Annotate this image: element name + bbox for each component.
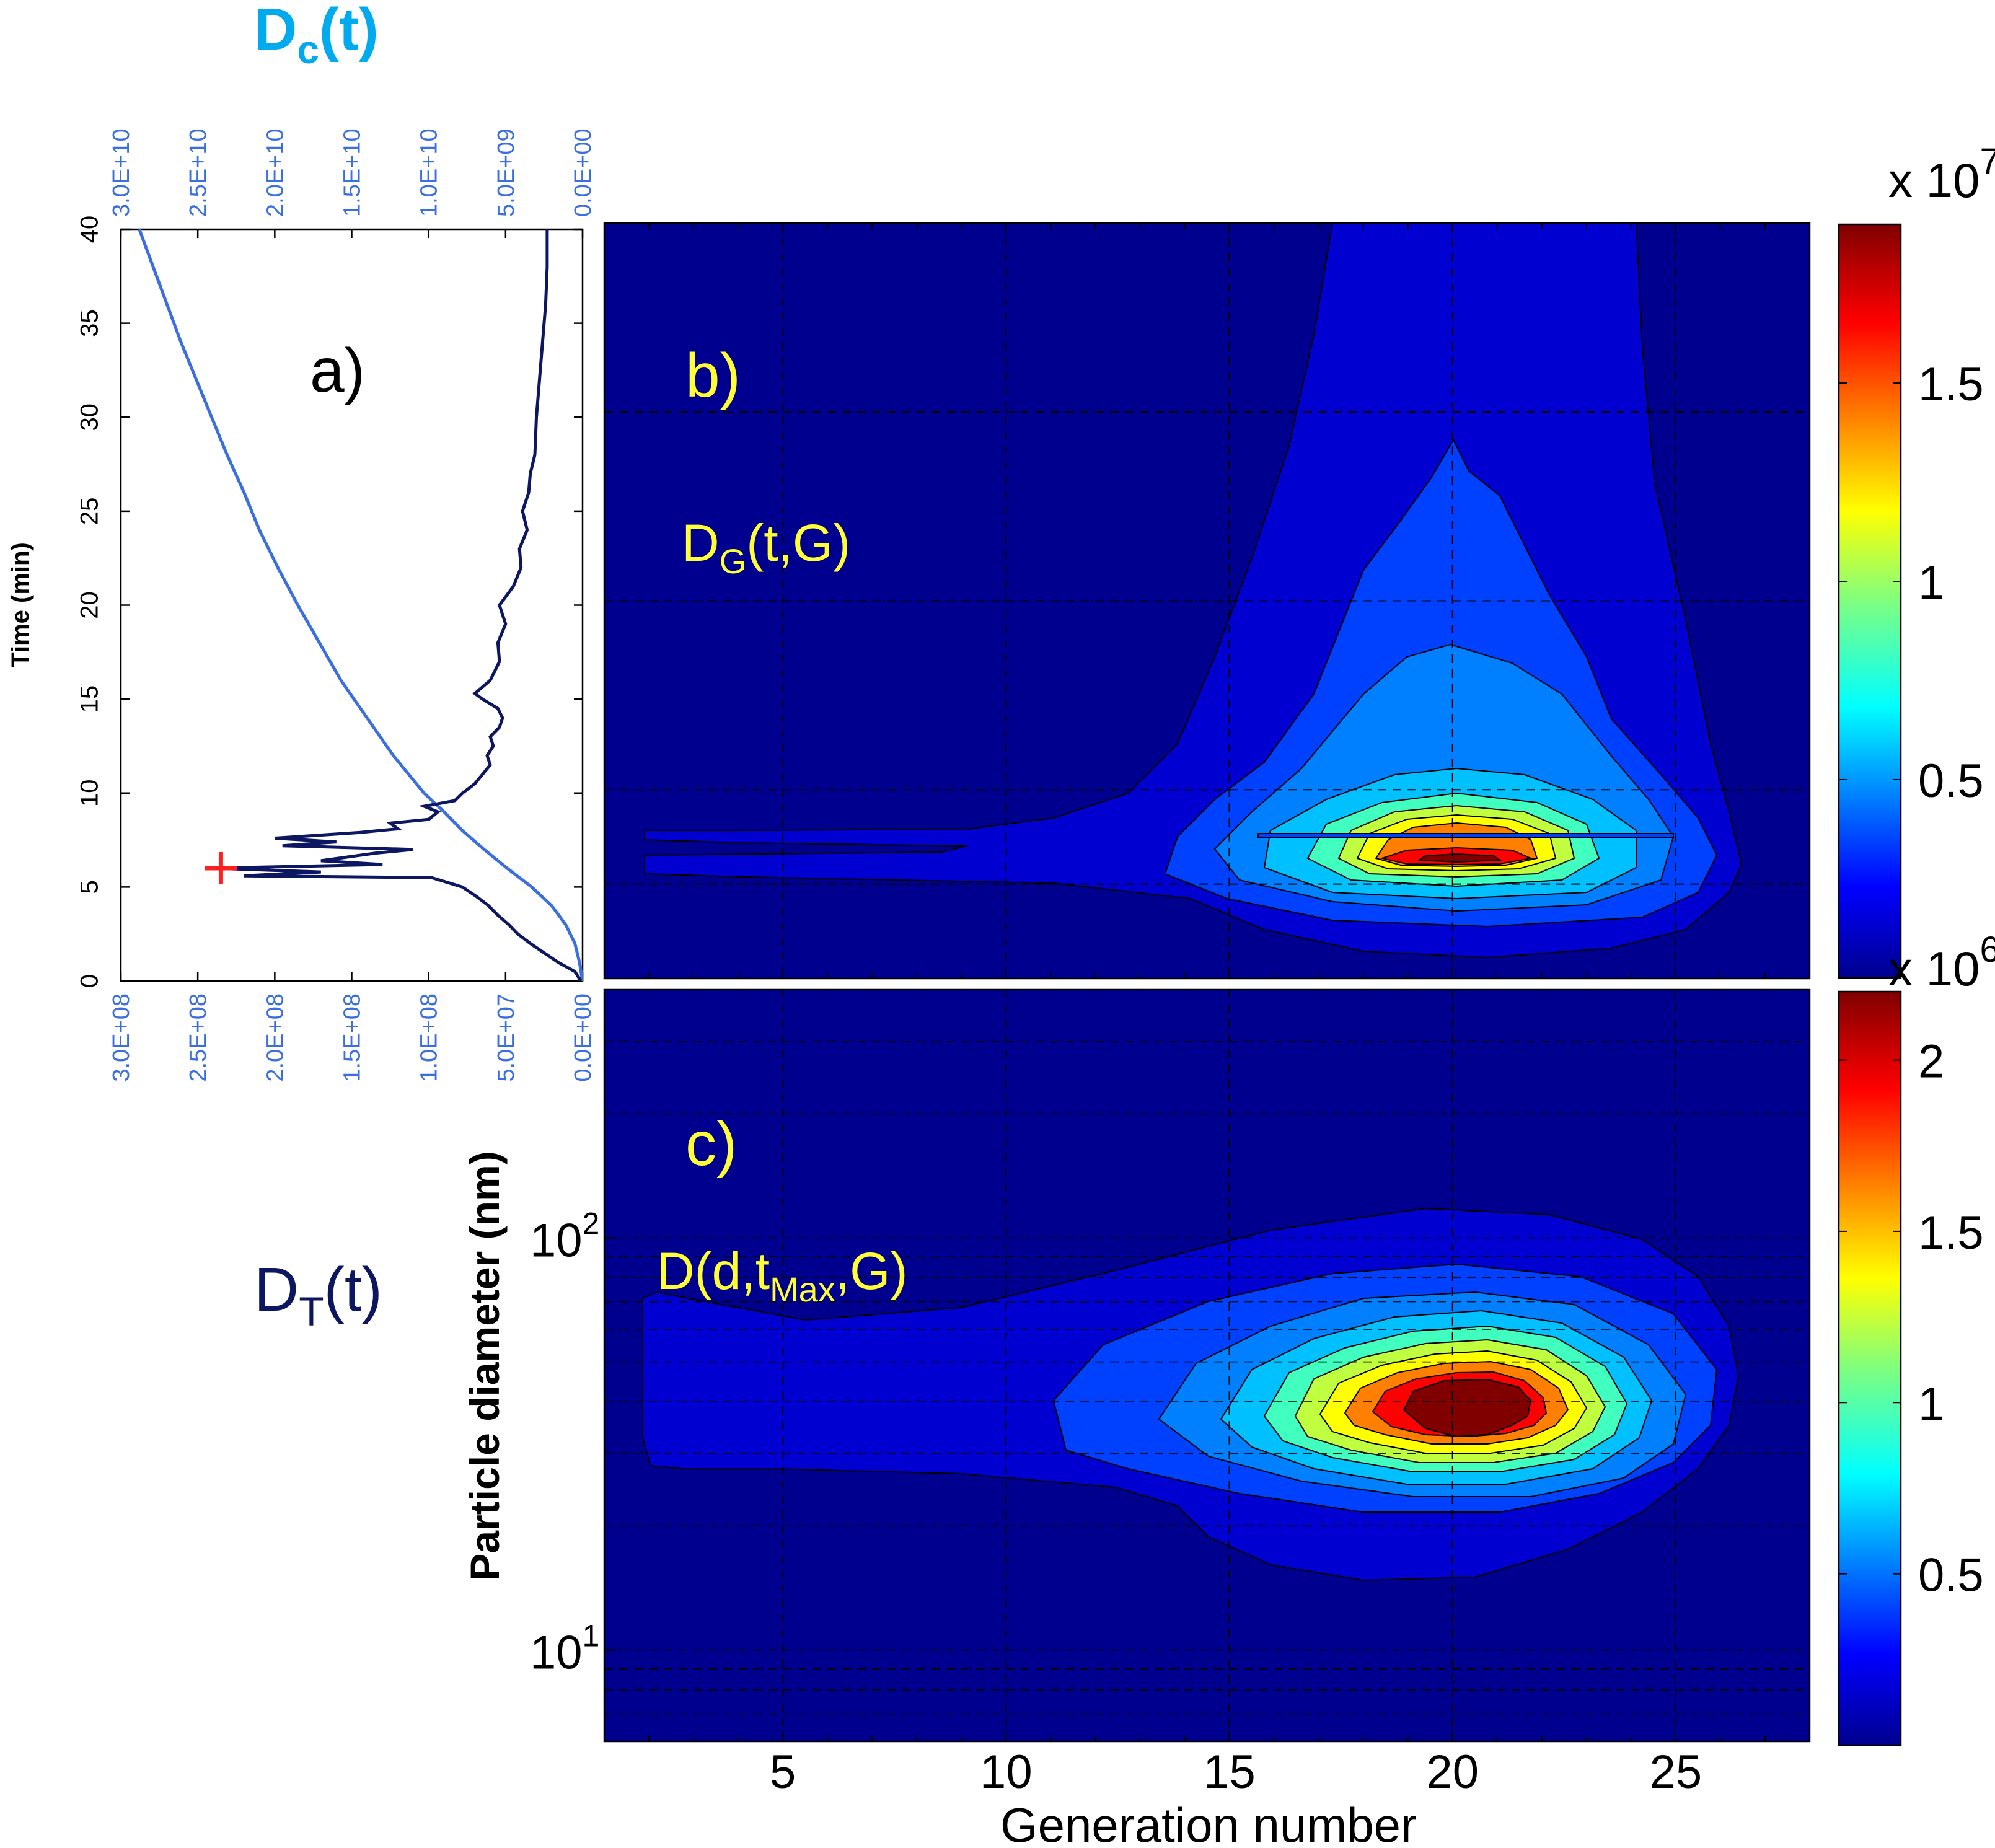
- a-ytick-label-7: 35: [76, 309, 103, 337]
- a-top-tick-label-1: 2.5E+10: [185, 128, 211, 217]
- panel-a-title: Dc(t): [254, 0, 379, 72]
- c-xtick-label-3: 20: [1426, 1746, 1479, 1798]
- a-bottom-tick-label-2: 2.0E+08: [262, 993, 288, 1082]
- a-bottom-tick-label-3: 1.5E+08: [340, 993, 366, 1082]
- colorbar-b-ticks: 0.5 1 1.5: [1839, 358, 1984, 807]
- colorbar-b-gradient: [1838, 223, 1902, 979]
- a-top-tick-label-3: 1.5E+10: [340, 128, 366, 217]
- a-ytick-label-5: 25: [76, 498, 103, 526]
- a-ytick-label-3: 15: [76, 685, 103, 713]
- a-ytick-label-2: 10: [76, 780, 103, 807]
- panel-a-top-axis-ticks: 3.0E+10 2.5E+10 2.0E+10 1.5E+10 1.0E+10 5.0E+…: [108, 128, 596, 238]
- panel-c-y-axis-label: Particle diameter (nm): [462, 1151, 508, 1580]
- panel-c-label: c): [685, 1109, 737, 1179]
- a-ytick-label-6: 30: [76, 403, 103, 431]
- cb-c-tick-label-2: 1.5: [1918, 1207, 1984, 1259]
- a-top-tick-label-2: 2.0E+10: [262, 128, 288, 217]
- dc-series-line: [138, 229, 583, 981]
- panel-a-bottom-axis-ticks: 3.0E+08 2.5E+08 2.0E+08 1.5E+08 1.0E+08 5.0E+…: [108, 972, 596, 1082]
- contour-c-level-10: [1403, 1378, 1532, 1438]
- colorbar-c: 0.5 1 1.5 2 x 106: [1838, 930, 1995, 1746]
- colorbar-c-ticks: 0.5 1 1.5 2: [1839, 1036, 1984, 1602]
- a-ytick-label-1: 5: [76, 880, 103, 894]
- panel-c-x-ticks: 5 10 15 20 25: [648, 1730, 1766, 1798]
- contour-b-band: [1257, 833, 1674, 838]
- panel-b-x-ticks: [648, 223, 1766, 979]
- a-ytick-label-8: 40: [76, 216, 103, 244]
- panel-c-annotation: D(d,tMax,G): [657, 1242, 907, 1309]
- cb-b-tick-label-1: 1: [1918, 557, 1944, 609]
- a-top-tick-label-6: 0.0E+00: [570, 128, 596, 217]
- colorbar-c-multiplier: x 106: [1888, 930, 1995, 996]
- panel-c-contours: [642, 1207, 1740, 1582]
- colorbar-b: 0.5 1 1.5 x 107: [1838, 141, 1995, 979]
- panel-a: 0 5 10 15 20 25 30 35 40 3.0E+10 2.5E+10 2.0E+10 1.…: [7, 0, 596, 1334]
- cb-b-tick-label-0: 0.5: [1918, 755, 1984, 807]
- a-ytick-label-4: 20: [76, 591, 103, 619]
- c-ytick-label-1: 102: [530, 1206, 599, 1267]
- panel-c-x-axis-label: Generation number: [1000, 1798, 1417, 1848]
- a-top-tick-label-4: 1.0E+10: [416, 128, 443, 217]
- a-bottom-tick-label-5: 5.0E+07: [493, 993, 519, 1082]
- panel-a-y-ticks: 0 5 10 15 20 25 30 35 40: [76, 216, 583, 988]
- panel-b-annotation: DG(t,G): [682, 514, 850, 581]
- c-xtick-label-0: 5: [770, 1746, 796, 1798]
- peak-marker-plus: [205, 852, 237, 885]
- contour-b-level-10: [1417, 853, 1502, 863]
- colorbar-c-gradient: [1838, 990, 1902, 1746]
- a-top-tick-label-0: 3.0E+10: [108, 128, 134, 217]
- c-xtick-label-4: 25: [1650, 1746, 1702, 1798]
- panel-b-frame: [603, 222, 1811, 980]
- c-xtick-label-2: 15: [1203, 1746, 1256, 1798]
- panel-c-frame: [603, 988, 1811, 1743]
- a-bottom-tick-label-6: 0.0E+00: [570, 993, 596, 1082]
- a-bottom-tick-label-0: 3.0E+08: [108, 993, 134, 1082]
- cb-b-tick-label-2: 1.5: [1918, 358, 1984, 411]
- c-xtick-label-1: 10: [980, 1746, 1033, 1798]
- panel-c-gridlines: [604, 990, 1810, 1741]
- colorbar-b-multiplier: x 107: [1888, 141, 1995, 208]
- cb-c-tick-label-3: 2: [1918, 1036, 1944, 1088]
- cb-c-tick-label-0: 0.5: [1918, 1549, 1984, 1602]
- panel-b-contours: [644, 223, 1743, 959]
- a-bottom-tick-label-1: 2.5E+08: [185, 993, 211, 1082]
- panel-b-label: b): [685, 341, 741, 410]
- panel-a-y-axis-label: Time (min): [7, 542, 34, 667]
- panel-c: 5 10 15 20 25 101 102 c) D(d,tMax,G) Particle…: [462, 988, 1811, 1848]
- a-ytick-label-0: 0: [76, 974, 103, 988]
- c-ytick-label-0: 101: [530, 1618, 599, 1679]
- a-bottom-tick-label-4: 1.0E+08: [416, 993, 443, 1082]
- a-top-tick-label-5: 5.0E+09: [493, 128, 519, 217]
- panel-b: b) DG(t,G): [603, 222, 1811, 980]
- dt-series-line: [213, 229, 583, 981]
- panel-a-series-label: DT(t): [254, 1255, 382, 1334]
- panel-c-y-ticks: 101 102: [530, 1206, 615, 1679]
- panel-a-label: a): [310, 336, 365, 405]
- cb-c-tick-label-1: 1: [1918, 1378, 1944, 1430]
